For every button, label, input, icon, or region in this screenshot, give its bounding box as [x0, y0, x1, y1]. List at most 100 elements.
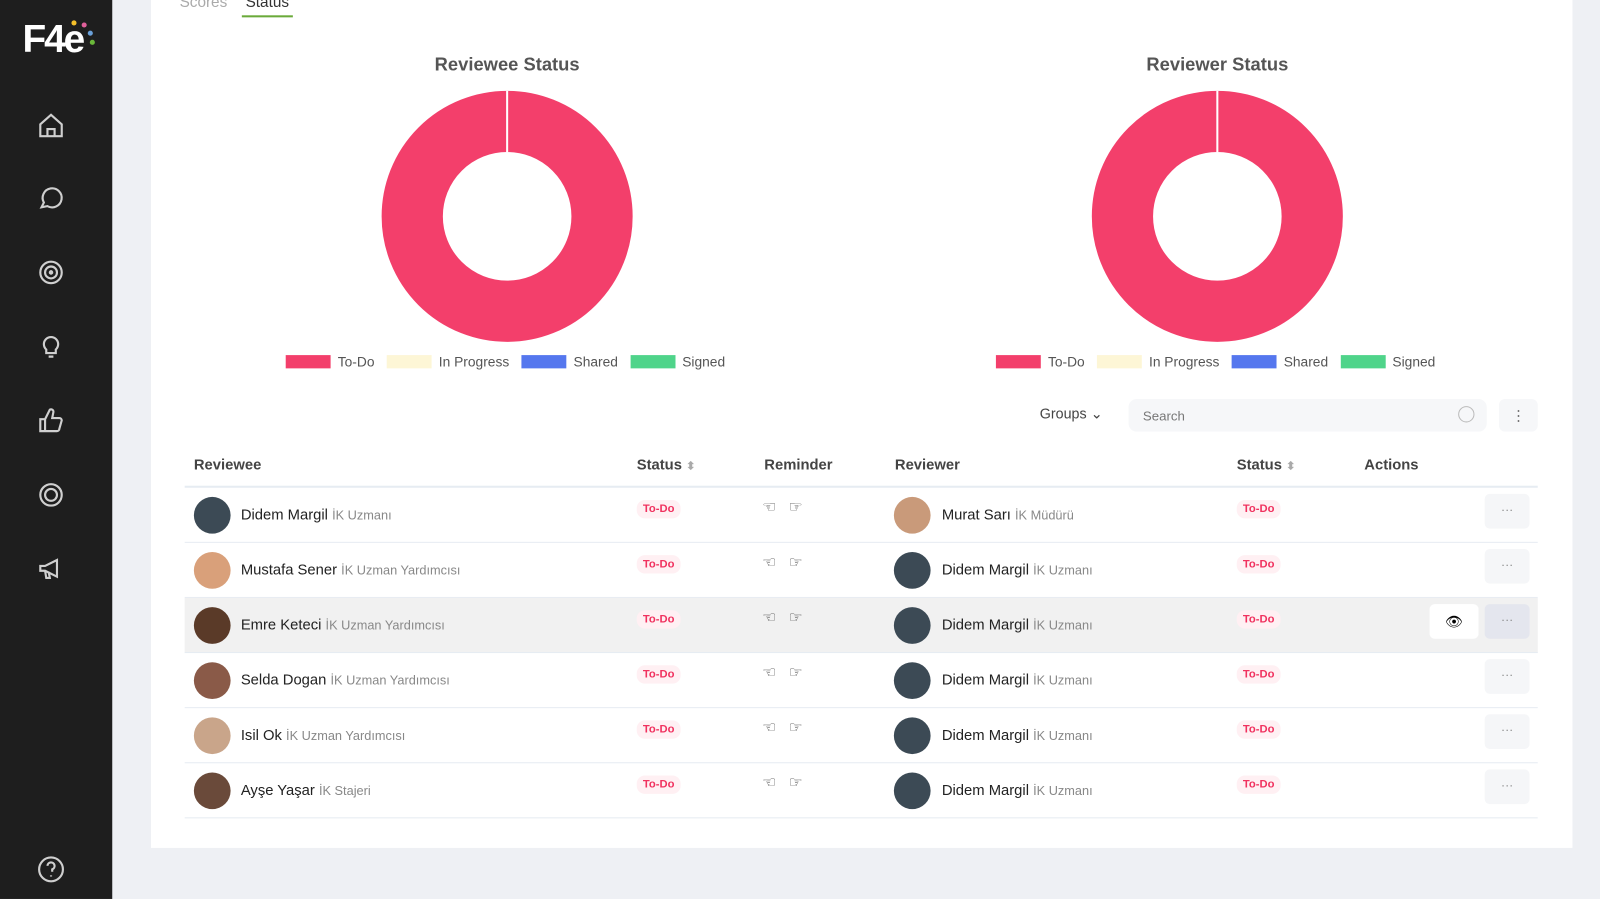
name: Didem Margil: [941, 562, 1029, 579]
status-badge: To-Do: [1236, 720, 1281, 739]
avatar: [193, 772, 231, 810]
reviewer-name[interactable]: Didem Margil İK Uzmanı: [942, 562, 1093, 578]
table-row: Ayşe Yaşar İK Stajeri To-Do ☜ ☞ Didem Ma…: [184, 763, 1538, 819]
chevron-down-icon: ⌄: [1090, 405, 1103, 422]
avatar: [893, 662, 931, 699]
legend-swatch: [1231, 355, 1277, 369]
header-label: Status: [1236, 457, 1282, 474]
tab-scores[interactable]: Scores: [179, 0, 228, 12]
megaphone-icon[interactable]: [36, 553, 67, 584]
legend-swatch: [1096, 355, 1142, 369]
reviewee-name[interactable]: Isil Ok İK Uzman Yardımcısı: [241, 728, 406, 744]
hand-point-right-icon[interactable]: ☞: [788, 609, 803, 627]
reviewee-status-donut: [381, 90, 633, 342]
search-input[interactable]: Search: [1128, 398, 1487, 432]
reviewee-name[interactable]: Mustafa Sener İK Uzman Yardımcısı: [241, 562, 461, 578]
row-actions-button[interactable]: ···: [1484, 604, 1530, 639]
hand-point-right-icon[interactable]: ☞: [788, 774, 803, 792]
reviewer-status-donut: [1091, 90, 1343, 342]
reviewer-name[interactable]: Didem Margil İK Uzmanı: [942, 783, 1093, 799]
reviewee-name[interactable]: Didem Margil İK Uzmanı: [241, 507, 392, 523]
role: İK Uzmanı: [332, 508, 392, 523]
name: Selda Dogan: [240, 672, 327, 689]
header-actions: Actions: [1364, 457, 1419, 474]
avatar: [193, 717, 231, 755]
name: Emre Keteci: [240, 617, 322, 634]
home-icon[interactable]: [36, 110, 67, 141]
role: İK Uzmanı: [1033, 673, 1093, 688]
hand-point-right-icon[interactable]: ☞: [788, 664, 803, 682]
avatar: [893, 607, 931, 644]
name: Didem Margil: [240, 507, 328, 524]
legend-label[interactable]: To-Do: [1047, 354, 1085, 370]
header-reviewee: Reviewee: [193, 457, 262, 474]
reviewee-name[interactable]: Selda Dogan İK Uzman Yardımcısı: [241, 672, 450, 688]
hand-point-left-icon[interactable]: ☜: [762, 719, 776, 737]
legend-label[interactable]: In Progress: [1148, 354, 1220, 370]
hand-point-right-icon[interactable]: ☞: [788, 719, 803, 737]
reviewer-name[interactable]: Didem Margil İK Uzmanı: [942, 617, 1093, 633]
avatar: [193, 662, 231, 699]
reviewer-name[interactable]: Didem Margil İK Uzmanı: [942, 672, 1093, 688]
status-badge: To-Do: [636, 610, 681, 629]
more-options-button[interactable]: ⋮: [1498, 398, 1538, 432]
legend-label[interactable]: Signed: [682, 354, 726, 370]
header-reviewer-status[interactable]: Status ⬍: [1237, 457, 1296, 473]
hand-point-right-icon[interactable]: ☞: [788, 498, 803, 517]
legend-label[interactable]: Shared: [1283, 354, 1329, 370]
chart-title: Reviewee Status: [434, 54, 580, 75]
row-actions-button[interactable]: ···: [1484, 659, 1530, 694]
row-actions-button[interactable]: ···: [1484, 769, 1530, 805]
tab-bar: Scores Status: [176, 0, 294, 18]
hand-point-left-icon[interactable]: ☜: [762, 609, 776, 627]
legend-swatch: [386, 355, 432, 369]
legend-label[interactable]: In Progress: [438, 354, 510, 370]
row-actions-button[interactable]: ···: [1484, 548, 1530, 584]
legend-swatch: [521, 355, 567, 369]
header-divider: [184, 485, 1538, 488]
hand-point-left-icon[interactable]: ☜: [762, 774, 776, 792]
groups-dropdown[interactable]: Groups ⌄: [1040, 405, 1103, 422]
tab-status[interactable]: Status: [241, 0, 294, 18]
help-icon[interactable]: [36, 854, 67, 885]
role: İK Stajeri: [318, 783, 371, 798]
role: İK Uzman Yardımcısı: [286, 728, 406, 743]
legend-label[interactable]: Shared: [573, 354, 618, 370]
header-status[interactable]: Status ⬍: [637, 457, 696, 473]
role: İK Uzmanı: [1033, 563, 1093, 578]
lightbulb-icon[interactable]: [36, 331, 67, 362]
logo-dot: [71, 20, 77, 26]
legend-label[interactable]: To-Do: [337, 354, 375, 370]
view-eye-icon[interactable]: 👁: [1429, 604, 1479, 639]
target-icon[interactable]: [36, 257, 67, 288]
reviewee-name[interactable]: Ayşe Yaşar İK Stajeri: [241, 783, 371, 799]
hand-point-left-icon[interactable]: ☜: [762, 554, 776, 572]
name: Ayşe Yaşar: [240, 782, 315, 799]
reviewee-name[interactable]: Emre Keteci İK Uzman Yardımcısı: [241, 617, 445, 633]
reviewer-name[interactable]: Murat Sarı İK Müdürü: [942, 507, 1074, 523]
legend-label[interactable]: Signed: [1392, 354, 1436, 370]
logo-dot: [89, 39, 95, 45]
logo[interactable]: F4e: [22, 18, 85, 62]
hand-point-left-icon[interactable]: ☜: [762, 664, 776, 682]
header-reviewer: Reviewer: [894, 457, 960, 474]
thumbs-up-icon[interactable]: [36, 405, 67, 436]
hand-point-right-icon[interactable]: ☞: [788, 554, 803, 572]
row-actions-button[interactable]: ···: [1484, 493, 1530, 529]
sort-icon: ⬍: [686, 460, 696, 473]
settings-icon[interactable]: [36, 480, 67, 511]
row-actions-button[interactable]: ···: [1484, 714, 1530, 749]
status-badge: To-Do: [1236, 610, 1281, 629]
sort-icon: ⬍: [1286, 460, 1296, 473]
hand-point-left-icon[interactable]: ☜: [762, 498, 776, 517]
reviewer-name[interactable]: Didem Margil İK Uzmanı: [942, 728, 1093, 744]
avatar: [893, 496, 931, 534]
groups-label: Groups: [1039, 405, 1087, 422]
chat-icon[interactable]: [36, 184, 67, 215]
table-row: Selda Dogan İK Uzman Yardımcısı To-Do ☜ …: [184, 653, 1538, 709]
name: Mustafa Sener: [240, 562, 338, 579]
name: Didem Margil: [941, 727, 1029, 744]
name: Didem Margil: [941, 672, 1029, 689]
search-icon: [1458, 406, 1475, 423]
header-label: Status: [636, 457, 682, 474]
